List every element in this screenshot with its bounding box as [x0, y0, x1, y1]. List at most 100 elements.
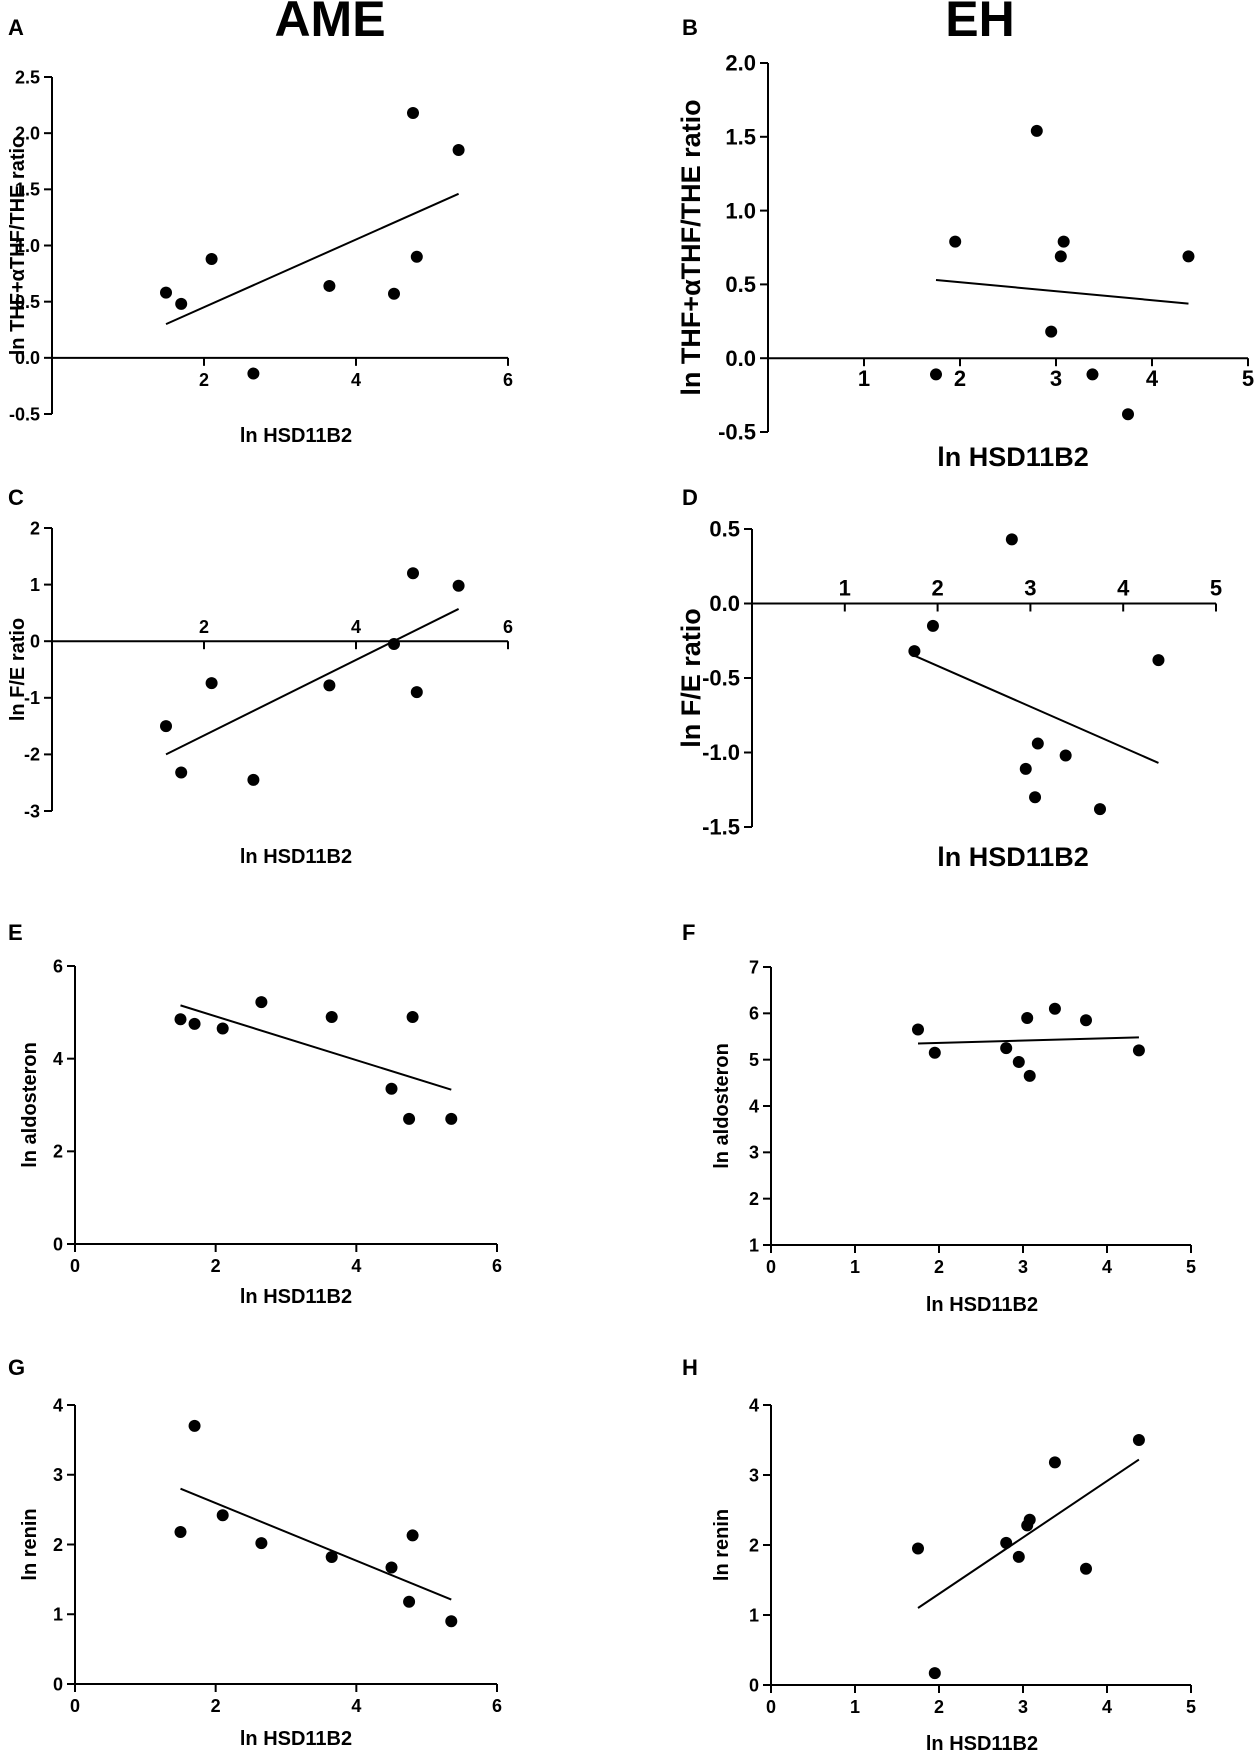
x-tick-label: 6	[492, 1696, 502, 1716]
data-point	[928, 1667, 941, 1680]
x-tick-label: 0	[70, 1696, 80, 1716]
data-point	[949, 235, 962, 248]
x-tick-label: 1	[839, 576, 851, 601]
data-point	[930, 368, 942, 381]
data-point	[1048, 1456, 1061, 1469]
y-axis-label: ln renin	[19, 1508, 41, 1580]
data-point	[403, 1112, 416, 1125]
panel-letter: C	[8, 485, 24, 510]
x-tick-label: 1	[858, 366, 870, 391]
panel-d: D -1.5 -1.0 -0.5 0.0 0.5 1 2 3 4 5 ln HSD11B2 ln F/E…	[676, 485, 1222, 872]
x-tick-label: 6	[492, 1256, 502, 1276]
data-point	[1000, 1042, 1013, 1055]
x-tick-label: 0	[70, 1256, 80, 1276]
y-tick-label: 1.5	[15, 180, 40, 200]
data-point	[1122, 408, 1134, 421]
data-point	[174, 1525, 187, 1538]
y-tick-label: 1	[30, 575, 40, 595]
y-tick-label: -1	[24, 688, 40, 708]
data-point	[1000, 1536, 1013, 1549]
panel-b: B -0.5 0.0 0.5 1.0 1.5 2.0 1 2 3 4 5 ln HSD11B2 ln TH…	[676, 15, 1254, 472]
x-axis-label: ln HSD11B2	[240, 425, 352, 447]
data-point	[1086, 368, 1099, 381]
data-point	[410, 686, 423, 699]
panel-letter: E	[8, 920, 23, 945]
data-point	[1054, 250, 1067, 263]
data-point	[912, 1023, 924, 1036]
x-axis-label: ln HSD11B2	[926, 1294, 1038, 1316]
y-tick-label: 2.5	[15, 67, 40, 87]
data-point	[410, 250, 423, 263]
x-axis-label: ln HSD11B2	[240, 846, 352, 868]
y-axis-label: ln F/E ratio	[676, 608, 706, 748]
x-tick-label: 1	[850, 1697, 860, 1717]
x-tick-label: 4	[351, 1256, 361, 1276]
data-point	[1182, 250, 1195, 263]
y-tick-label: 2	[30, 518, 40, 538]
regression-line	[165, 192, 460, 326]
x-tick-label: 4	[351, 370, 361, 390]
y-axis-label: ln F/E ratio	[7, 618, 29, 721]
y-tick-label: 1	[749, 1605, 759, 1625]
column-title-left: AME	[274, 0, 385, 47]
x-axis-label: ln HSD11B2	[240, 1286, 352, 1308]
x-tick-label: 3	[1018, 1697, 1028, 1717]
y-tick-label: 0	[53, 1674, 63, 1694]
x-tick-label: 4	[1146, 366, 1159, 391]
data-point	[1132, 1434, 1145, 1446]
data-point	[1019, 762, 1032, 775]
panel-c: C -3 -2 -1 0 1 2 2 4 6 ln HSD11B2 ln F/E ratio	[7, 485, 513, 868]
y-tick-label: -0.5	[718, 420, 756, 445]
y-tick-label: 6	[749, 1004, 759, 1024]
data-point	[205, 252, 218, 265]
panels: A -0.5 0.0 0.5 1.0 1.5 2.0 2.5 2 4 6 ln HSD11B2 ln T…	[7, 15, 1254, 1755]
x-tick-label: 4	[1117, 576, 1130, 601]
data-point	[403, 1595, 416, 1608]
data-point	[445, 1615, 458, 1628]
y-tick-label: -0.5	[9, 404, 40, 424]
x-tick-label: 2	[211, 1696, 221, 1716]
y-tick-label: 0.0	[725, 346, 756, 371]
y-tick-label: 5	[749, 1050, 759, 1070]
data-point	[385, 1082, 398, 1095]
y-tick-label: 1	[53, 1605, 63, 1625]
data-point	[247, 773, 260, 786]
data-point	[174, 1013, 187, 1026]
regression-line	[180, 1487, 452, 1601]
data-point	[407, 567, 419, 580]
y-axis-label: ln THF+αTHF/THE ratio	[7, 136, 29, 356]
x-tick-label: 5	[1242, 366, 1254, 391]
data-point	[160, 720, 172, 733]
data-point	[216, 1509, 229, 1522]
x-tick-label: 2	[199, 617, 209, 637]
y-tick-label: 4	[749, 1395, 759, 1415]
y-axis-label: ln aldosteron	[19, 1042, 41, 1168]
regression-line	[935, 278, 1189, 305]
x-tick-label: 3	[1024, 576, 1036, 601]
data-point	[452, 579, 465, 592]
panel-letter: B	[682, 15, 698, 40]
y-tick-label: 2.0	[15, 123, 40, 143]
data-point	[247, 367, 260, 380]
data-point	[1029, 791, 1042, 804]
panel-letter: H	[682, 1355, 698, 1380]
panel-h: H 0 1 2 3 4 0 1 2 3 4 5 ln HSD11B2 ln renin	[682, 1355, 1196, 1755]
data-point	[1059, 749, 1072, 762]
data-point	[1023, 1513, 1036, 1526]
data-point	[1012, 1550, 1025, 1563]
y-tick-label: 3	[749, 1143, 759, 1163]
x-tick-label: 5	[1210, 576, 1222, 601]
data-point	[325, 1010, 338, 1023]
x-tick-label: 6	[503, 370, 513, 390]
y-tick-label: 1	[749, 1235, 759, 1255]
regression-line	[180, 1004, 452, 1091]
data-point	[406, 1529, 419, 1542]
x-tick-label: 4	[351, 1696, 361, 1716]
data-point	[1080, 1014, 1092, 1027]
panel-letter: D	[682, 485, 698, 510]
x-tick-label: 2	[934, 1257, 944, 1277]
data-point	[323, 679, 336, 692]
x-tick-label: 2	[934, 1697, 944, 1717]
data-point	[928, 1046, 941, 1059]
y-tick-label: 2	[53, 1142, 63, 1162]
